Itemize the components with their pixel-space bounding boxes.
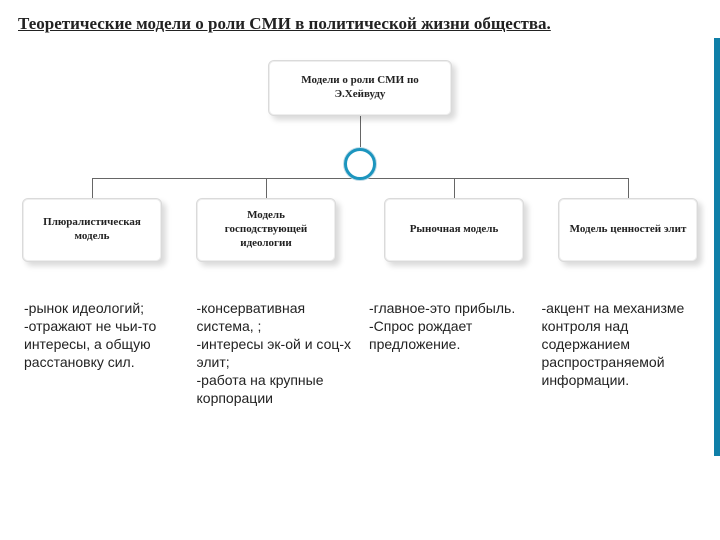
page-title: Теоретические модели о роли СМИ в полити… [0, 0, 720, 40]
connector [454, 178, 455, 198]
child-node: Рыночная модель [384, 198, 524, 262]
hierarchy-diagram: Модели о роли СМИ по Э.Хейвуду Плюралист… [0, 48, 720, 280]
detail-elite-values: -акцент на механизме контроля над содерж… [540, 296, 703, 411]
detail-pluralistic: -рынок идеологий;-отражают не чьи-то инт… [22, 296, 185, 411]
child-node: Плюралистическая модель [22, 198, 162, 262]
root-node: Модели о роли СМИ по Э.Хейвуду [268, 60, 452, 116]
detail-market: -главное-это прибыль.-Спрос рождает пред… [367, 296, 530, 411]
connector [628, 178, 629, 198]
connector [266, 178, 267, 198]
center-ring-icon [344, 148, 376, 180]
details-row: -рынок идеологий;-отражают не чьи-то инт… [0, 296, 720, 411]
child-node: Модель ценностей элит [558, 198, 698, 262]
child-node: Модель господствующей идеологии [196, 198, 336, 262]
connector [92, 178, 93, 198]
detail-dominant-ideology: -консервативная система, ;-интересы эк-о… [195, 296, 358, 411]
